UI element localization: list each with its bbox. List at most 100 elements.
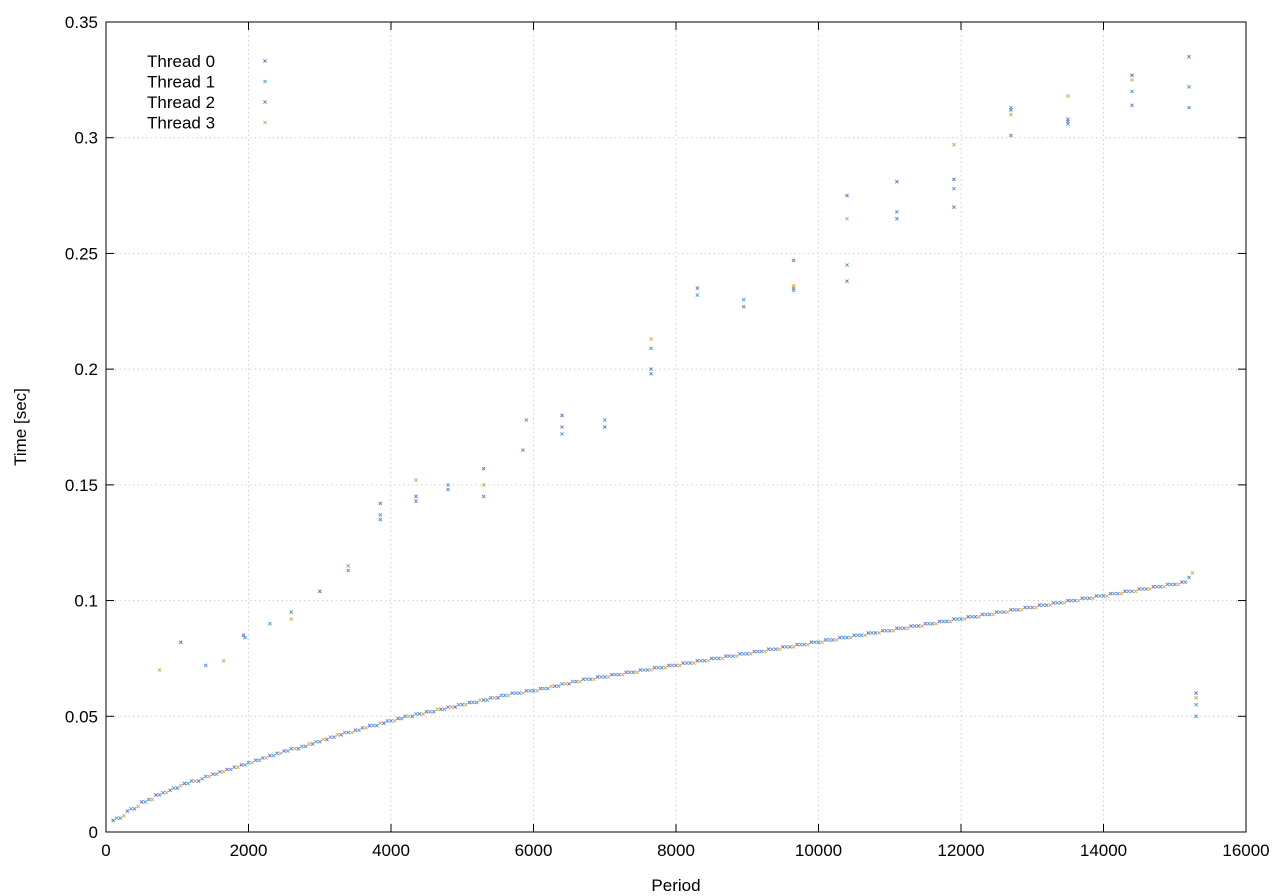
data-point — [328, 735, 333, 740]
grid-lines — [106, 22, 1246, 832]
data-point — [1041, 603, 1045, 608]
data-point — [1144, 587, 1149, 591]
data-point — [1033, 605, 1038, 610]
data-point — [955, 617, 960, 622]
series-thread-3 — [121, 77, 1199, 818]
data-point — [1130, 589, 1134, 594]
data-point — [602, 418, 607, 422]
data-point — [164, 790, 169, 795]
data-point — [1194, 691, 1199, 696]
data-point — [898, 626, 903, 631]
data-point — [766, 647, 771, 652]
data-point — [859, 633, 864, 638]
data-point — [414, 494, 418, 499]
data-point — [467, 700, 472, 705]
data-point — [114, 816, 119, 821]
data-point — [435, 707, 440, 712]
data-point — [346, 568, 351, 573]
data-point — [157, 668, 162, 672]
data-point — [221, 769, 226, 774]
data-point — [948, 619, 953, 624]
data-point — [1172, 582, 1177, 587]
data-point — [684, 661, 689, 665]
data-point — [759, 649, 764, 654]
data-point — [360, 725, 365, 730]
data-point — [335, 732, 340, 737]
data-point — [1130, 103, 1134, 108]
data-point — [574, 679, 579, 684]
data-point — [1187, 84, 1191, 89]
data-point — [175, 786, 180, 790]
x-tick-label: 16000 — [1222, 841, 1269, 860]
data-point — [1187, 54, 1191, 59]
y-tick-label: 0.3 — [74, 129, 98, 148]
data-point — [513, 691, 518, 696]
data-point — [595, 675, 600, 679]
data-point — [727, 654, 732, 659]
data-point — [424, 709, 429, 714]
data-point — [385, 718, 390, 723]
legend-marker-thread-3 — [263, 120, 267, 125]
data-point — [460, 702, 465, 707]
data-point — [267, 753, 272, 758]
data-point — [706, 658, 710, 663]
x-tick-label: 2000 — [230, 841, 268, 860]
y-tick-label: 0.15 — [65, 476, 98, 495]
y-tick-label: 0 — [89, 823, 98, 842]
data-point — [741, 304, 746, 309]
data-point — [699, 658, 703, 663]
y-tick-label: 0.35 — [65, 13, 98, 32]
data-point — [520, 691, 525, 696]
data-point — [649, 371, 653, 376]
data-point — [267, 621, 272, 626]
data-point — [1090, 596, 1095, 601]
data-point — [994, 610, 999, 615]
data-point — [446, 482, 450, 487]
data-point — [542, 686, 547, 691]
data-point — [321, 737, 326, 742]
data-point — [342, 730, 347, 735]
data-point — [745, 651, 750, 656]
data-point — [930, 621, 935, 626]
data-point — [855, 633, 860, 638]
data-point — [962, 617, 967, 622]
data-point — [481, 482, 486, 487]
data-point — [210, 772, 215, 777]
data-point — [111, 818, 116, 823]
data-point — [1179, 580, 1184, 584]
data-point — [845, 193, 849, 198]
data-point — [150, 797, 155, 802]
data-point — [278, 751, 283, 756]
data-point — [161, 790, 165, 795]
data-point — [146, 797, 151, 802]
data-point — [1169, 582, 1174, 587]
data-point — [257, 758, 262, 763]
data-point — [371, 723, 376, 728]
data-point — [677, 663, 682, 668]
data-point — [973, 614, 978, 619]
data-point — [214, 772, 219, 777]
data-point — [937, 619, 942, 624]
data-point — [731, 654, 735, 659]
data-point — [1094, 594, 1099, 598]
data-point — [741, 651, 746, 656]
data-point — [852, 633, 857, 638]
data-point — [1065, 94, 1070, 98]
data-point — [246, 760, 251, 765]
data-point — [563, 681, 568, 686]
data-point — [324, 737, 329, 742]
series-thread-1 — [114, 84, 1199, 821]
data-point — [517, 691, 522, 696]
data-point — [438, 707, 443, 712]
data-point — [414, 478, 418, 483]
data-point — [1158, 584, 1163, 589]
data-point — [567, 681, 572, 686]
data-point — [471, 700, 475, 705]
data-point — [1030, 605, 1035, 610]
data-point — [1122, 589, 1127, 594]
series-thread-2 — [118, 103, 1199, 821]
data-point — [417, 712, 422, 716]
data-point — [627, 670, 632, 675]
data-point — [524, 688, 529, 693]
data-point — [560, 413, 564, 418]
